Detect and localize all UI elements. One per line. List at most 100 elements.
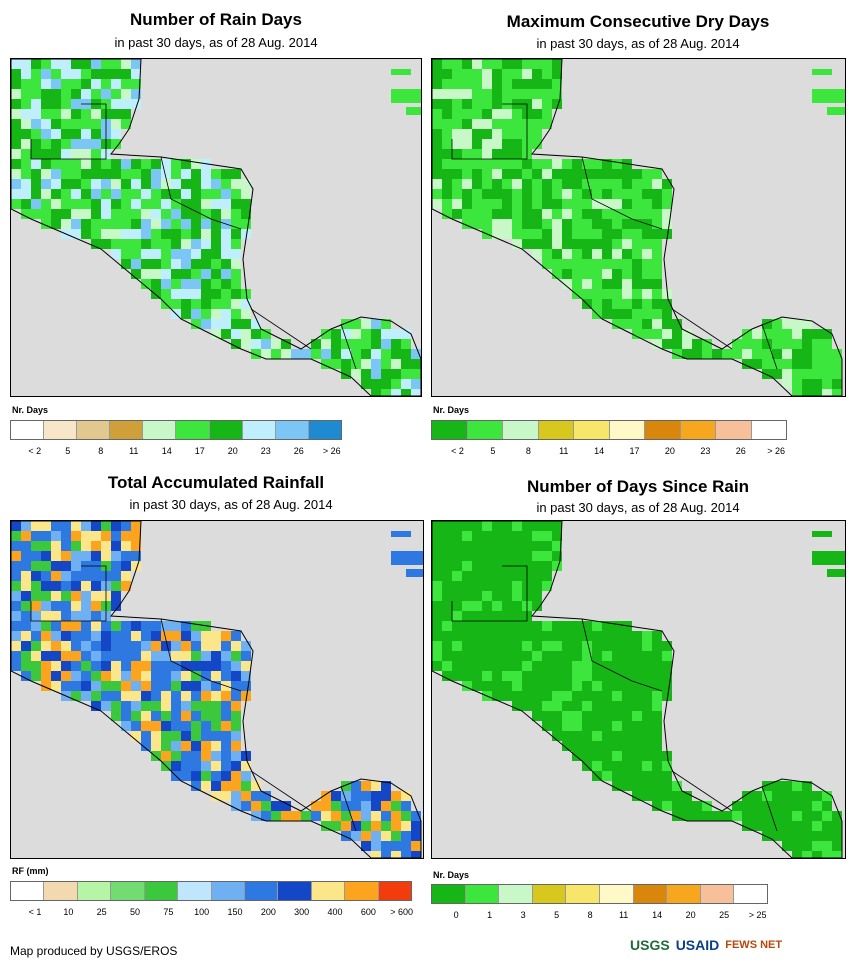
- map-grid-cell: [391, 791, 401, 801]
- map-grid-cell: [502, 109, 512, 119]
- map-grid-cell: [91, 671, 101, 681]
- map-grid-cell: [492, 691, 502, 701]
- map-grid-cell: [432, 89, 442, 99]
- map-grid-cell: [81, 681, 91, 691]
- map-grid-cell: [552, 269, 562, 279]
- map-grid-cell: [51, 671, 61, 681]
- map-grid-cell: [562, 189, 572, 199]
- map-grid-cell: [211, 309, 221, 319]
- map-grid-cell: [502, 691, 512, 701]
- map-grid-cell: [111, 119, 121, 129]
- map-grid-cell: [482, 209, 492, 219]
- map-grid-cell: [522, 691, 532, 701]
- map-grid-cell: [602, 721, 612, 731]
- map-grid-cell: [812, 369, 822, 379]
- map-grid-cell: [21, 611, 31, 621]
- map-grid-cell: [181, 641, 191, 651]
- country-border: [451, 103, 528, 160]
- map-grid-cell: [502, 179, 512, 189]
- map-grid-cell: [462, 159, 472, 169]
- map-grid-cell: [472, 591, 482, 601]
- map-grid-cell: [181, 269, 191, 279]
- map-grid-cell: [542, 79, 552, 89]
- map-grid-cell: [492, 521, 502, 531]
- island-shape: [827, 107, 845, 115]
- map-grid-cell: [191, 279, 201, 289]
- map-grid-cell: [762, 811, 772, 821]
- map-grid-cell: [231, 791, 241, 801]
- map-grid-cell: [31, 99, 41, 109]
- map-grid-cell: [612, 711, 622, 721]
- map-grid-cell: [221, 229, 231, 239]
- map-grid-cell: [482, 59, 492, 69]
- map-grid-cell: [411, 359, 421, 369]
- map-grid-cell: [552, 561, 562, 571]
- map-grid-cell: [492, 159, 502, 169]
- map-grid-cell: [602, 741, 612, 751]
- map-grid-cell: [492, 651, 502, 661]
- map-grid-cell: [612, 179, 622, 189]
- coastline: [432, 521, 843, 858]
- map-grid-cell: [502, 571, 512, 581]
- map-grid-cell: [792, 801, 802, 811]
- map-grid-cell: [522, 179, 532, 189]
- map-grid-cell: [622, 681, 632, 691]
- map-grid-cell: [151, 269, 161, 279]
- map-grid-cell: [792, 319, 802, 329]
- map-grid-cell: [432, 59, 442, 69]
- map-grid-cell: [61, 591, 71, 601]
- map-grid-cell: [542, 99, 552, 109]
- map-grid-cell: [201, 309, 211, 319]
- map-grid-cell: [632, 229, 642, 239]
- map-grid-cell: [91, 239, 101, 249]
- map-grid-cell: [121, 551, 131, 561]
- map-grid-cell: [61, 541, 71, 551]
- map-grid-cell: [632, 791, 642, 801]
- map-grid-cell: [552, 99, 562, 109]
- map-grid-cell: [512, 109, 522, 119]
- map-grid-cell: [492, 129, 502, 139]
- map-grid-cell: [201, 761, 211, 771]
- map-grid-cell: [141, 199, 151, 209]
- map-grid-cell: [131, 651, 141, 661]
- map-grid-cell: [161, 229, 171, 239]
- map-grid-cell: [231, 631, 241, 641]
- map-grid-cell: [552, 249, 562, 259]
- map-grid-cell: [642, 661, 652, 671]
- map-grid-cell: [51, 149, 61, 159]
- map-grid-cell: [432, 129, 442, 139]
- map-grid-cell: [351, 349, 361, 359]
- map-grid-cell: [592, 229, 602, 239]
- map-grid-cell: [71, 641, 81, 651]
- map-grid-cell: [221, 721, 231, 731]
- map-grid-cell: [21, 531, 31, 541]
- map-grid-cell: [81, 189, 91, 199]
- rainfall-map: [10, 520, 424, 859]
- map-grid-cell: [51, 179, 61, 189]
- map-grid-cell: [552, 209, 562, 219]
- map-grid-cell: [632, 239, 642, 249]
- map-grid-cell: [211, 229, 221, 239]
- map-grid-cell: [752, 339, 762, 349]
- map-grid-cell: [351, 791, 361, 801]
- map-grid-cell: [281, 349, 291, 359]
- map-grid-cell: [532, 571, 542, 581]
- map-grid-cell: [71, 69, 81, 79]
- map-grid-cell: [81, 551, 91, 561]
- map-grid-cell: [452, 189, 462, 199]
- map-grid-cell: [231, 641, 241, 651]
- map-grid-cell: [462, 651, 472, 661]
- map-grid-cell: [602, 189, 612, 199]
- map-grid-cell: [141, 249, 151, 259]
- map-grid-cell: [822, 379, 832, 389]
- map-grid-cell: [572, 701, 582, 711]
- map-grid-cell: [231, 189, 241, 199]
- map-grid-cell: [241, 661, 251, 671]
- map-grid-cell: [572, 691, 582, 701]
- map-grid-cell: [762, 821, 772, 831]
- map-grid-cell: [191, 631, 201, 641]
- map-grid-cell: [181, 731, 191, 741]
- map-grid-cell: [121, 531, 131, 541]
- map-grid-cell: [141, 721, 151, 731]
- map-grid-cell: [201, 671, 211, 681]
